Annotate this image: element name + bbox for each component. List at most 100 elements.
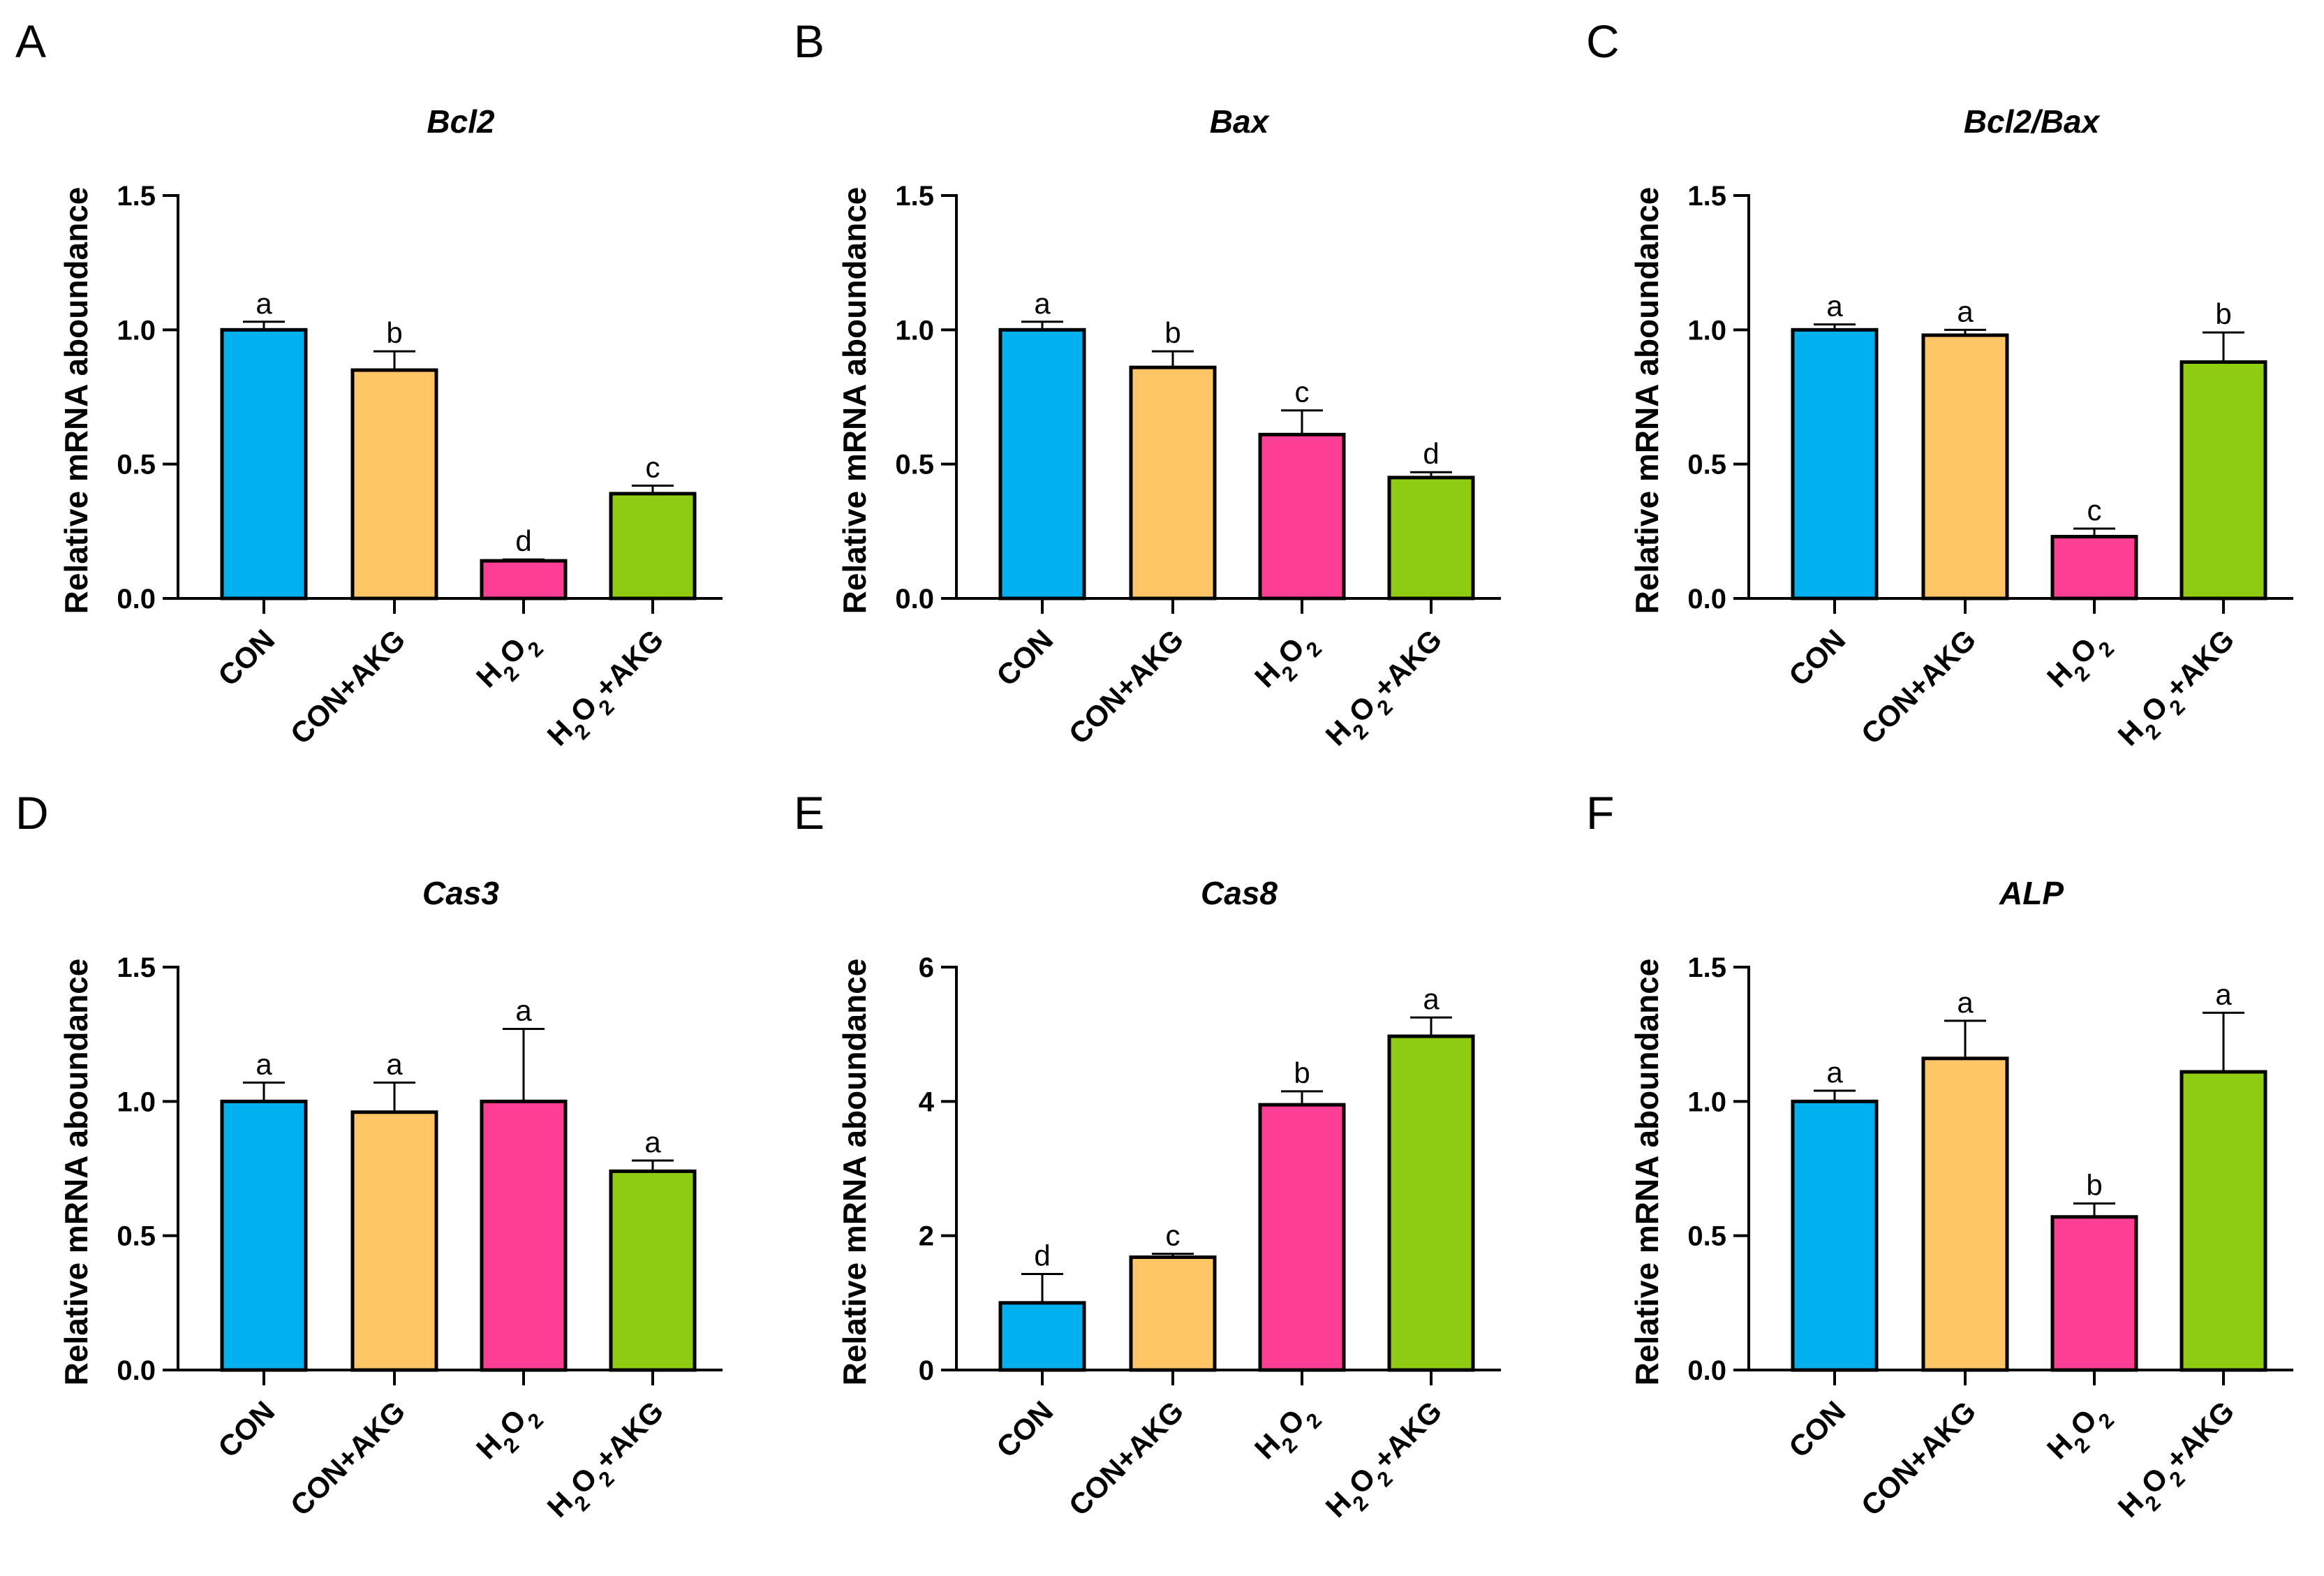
y-tick-label: 0.5 [895, 450, 934, 480]
significance-letter: d [1423, 437, 1439, 470]
x-tick-label: H2O2+AKG [2112, 623, 2248, 759]
panel-b: B Bax Relative mRNA aboundance a b c d 0.0 0.5 1.… [794, 15, 1501, 752]
significance-letter: a [515, 994, 532, 1026]
y-tick-label: 0 [919, 1355, 934, 1386]
panel-letter: B [794, 15, 824, 67]
bar-con [1791, 1099, 1879, 1372]
significance-letter: b [1294, 1056, 1310, 1089]
x-tick-label: H2O2 [2041, 623, 2119, 701]
x-tick-label: H2O2+AKG [541, 1394, 677, 1531]
significance-letter: b [2086, 1169, 2102, 1202]
chart-title: ALP [1999, 875, 2064, 911]
y-tick-label: 6 [919, 952, 934, 983]
bar-con [220, 327, 308, 601]
significance-letter: a [1423, 982, 1439, 1015]
y-tick-label: 1.5 [117, 952, 156, 983]
panel-a: A Bcl2 Relative mRNA aboundance a b d c 0.0 0.5 1… [15, 15, 723, 759]
x-tick-label: CON [1782, 1394, 1851, 1464]
y-tick-label: 1.5 [117, 181, 156, 212]
bar-h2o2-plus-akg [1387, 1034, 1475, 1372]
significance-letter: d [515, 524, 531, 557]
x-tick-label: CON+AKG [284, 1394, 412, 1522]
significance-letter: a [644, 1126, 661, 1158]
significance-letter: a [1957, 986, 1974, 1019]
significance-letter: b [1164, 316, 1180, 349]
x-tick-label: CON [990, 623, 1059, 692]
bar-con [998, 327, 1086, 601]
bar-con-plus-akg [1921, 333, 2009, 601]
y-tick-label: 0.5 [117, 1221, 156, 1252]
y-axis-label: Relative mRNA aboundance [58, 187, 94, 614]
y-tick-label: 1.0 [117, 315, 156, 346]
significance-letter: b [2215, 297, 2231, 330]
significance-letter: a [256, 1047, 272, 1080]
panel-f: F ALP Relative mRNA aboundance a a b a 0.0 0.5 1.… [1586, 787, 2293, 1531]
x-tick-label: CON [1782, 623, 1851, 692]
x-tick-label: CON+AKG [1063, 623, 1190, 751]
y-tick-label: 1.0 [1687, 1087, 1726, 1117]
y-axis-label: Relative mRNA aboundance [836, 959, 873, 1386]
bar-con-plus-akg [350, 368, 438, 601]
significance-letter: a [1826, 290, 1843, 323]
bar-h2o2 [1258, 1103, 1346, 1372]
panel-letter: D [15, 787, 49, 839]
panel-c: C Bcl2/Bax Relative mRNA aboundance a a c b 0.0… [1586, 15, 2293, 759]
bar-h2o2 [2050, 535, 2138, 601]
significance-letter: a [1826, 1056, 1843, 1089]
panel-e: E Cas8 Relative mRNA aboundance d c b a 0 2 4 6 CON… [794, 787, 1501, 1531]
significance-letter: a [386, 1047, 403, 1080]
x-tick-label: H2O2+AKG [541, 623, 677, 759]
y-tick-label: 1.0 [895, 315, 934, 346]
x-tick-label: CON [212, 623, 281, 692]
significance-letter: d [1034, 1239, 1050, 1272]
y-tick-label: 2 [919, 1221, 934, 1252]
y-tick-label: 1.0 [1687, 315, 1726, 346]
significance-letter: a [1034, 287, 1051, 320]
bar-h2o2-plus-akg [1387, 476, 1475, 601]
y-axis-label: Relative mRNA aboundance [1629, 187, 1665, 614]
y-tick-label: 4 [919, 1087, 935, 1117]
y-tick-label: 0.0 [1687, 1355, 1726, 1386]
x-tick-label: H2O2+AKG [2112, 1394, 2248, 1531]
x-tick-label: CON+AKG [1063, 1394, 1190, 1522]
bar-h2o2 [2050, 1215, 2138, 1372]
panel-letter: E [794, 787, 824, 839]
bar-h2o2-plus-akg [609, 1169, 697, 1372]
x-tick-label: CON [212, 1394, 281, 1464]
significance-letter: a [2215, 978, 2232, 1010]
chart-title: Cas8 [1201, 875, 1278, 911]
y-tick-label: 0.5 [1687, 1221, 1726, 1252]
y-tick-label: 0.5 [1687, 450, 1726, 480]
y-tick-label: 1.0 [117, 1087, 156, 1117]
significance-letter: c [1295, 376, 1310, 408]
bar-con-plus-akg [1129, 365, 1217, 601]
significance-letter: c [646, 450, 660, 483]
bar-h2o2-plus-akg [2179, 360, 2267, 601]
significance-letter: c [1166, 1219, 1180, 1252]
chart-title: Bcl2 [427, 103, 495, 140]
panel-letter: C [1586, 15, 1620, 67]
x-tick-label: CON+AKG [284, 623, 412, 751]
y-tick-label: 0.5 [117, 450, 156, 480]
x-tick-label: CON [990, 1394, 1059, 1464]
chart-title: Bcl2/Bax [1964, 103, 2101, 140]
y-tick-label: 1.5 [1687, 952, 1726, 983]
x-tick-label: H2O2 [1248, 1394, 1326, 1473]
panel-d: D Cas3 Relative mRNA aboundance a a a a 0.0 0.5 1… [15, 787, 723, 1531]
x-tick-label: CON+AKG [1855, 1394, 1983, 1522]
y-tick-label: 0.0 [1687, 584, 1726, 614]
significance-letter: a [256, 287, 272, 320]
significance-letter: a [1957, 295, 1974, 327]
panel-letter: A [15, 15, 46, 67]
x-tick-label: H2O2+AKG [1319, 1394, 1456, 1531]
bar-con [998, 1301, 1086, 1372]
y-tick-label: 0.0 [117, 584, 156, 614]
y-tick-label: 0.0 [895, 584, 934, 614]
y-tick-label: 1.5 [895, 181, 934, 212]
y-tick-label: 1.5 [1687, 181, 1726, 212]
chart-title: Cas3 [422, 875, 499, 911]
significance-letter: c [2087, 494, 2102, 526]
bar-con [1791, 327, 1879, 601]
y-axis-label: Relative mRNA aboundance [836, 187, 873, 614]
